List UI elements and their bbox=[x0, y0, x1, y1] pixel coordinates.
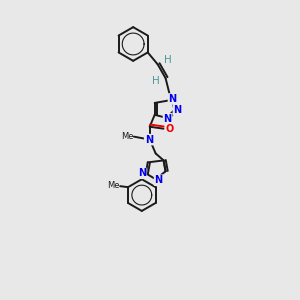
Text: N: N bbox=[145, 135, 153, 145]
Text: N: N bbox=[168, 94, 177, 104]
Text: Me: Me bbox=[121, 132, 133, 141]
Text: Me: Me bbox=[107, 181, 119, 190]
Text: H: H bbox=[164, 55, 171, 65]
Text: O: O bbox=[165, 124, 174, 134]
Text: N: N bbox=[138, 168, 146, 178]
Text: H: H bbox=[152, 76, 160, 86]
Text: N: N bbox=[164, 114, 172, 124]
Text: N: N bbox=[154, 175, 163, 185]
Text: N: N bbox=[173, 105, 181, 115]
